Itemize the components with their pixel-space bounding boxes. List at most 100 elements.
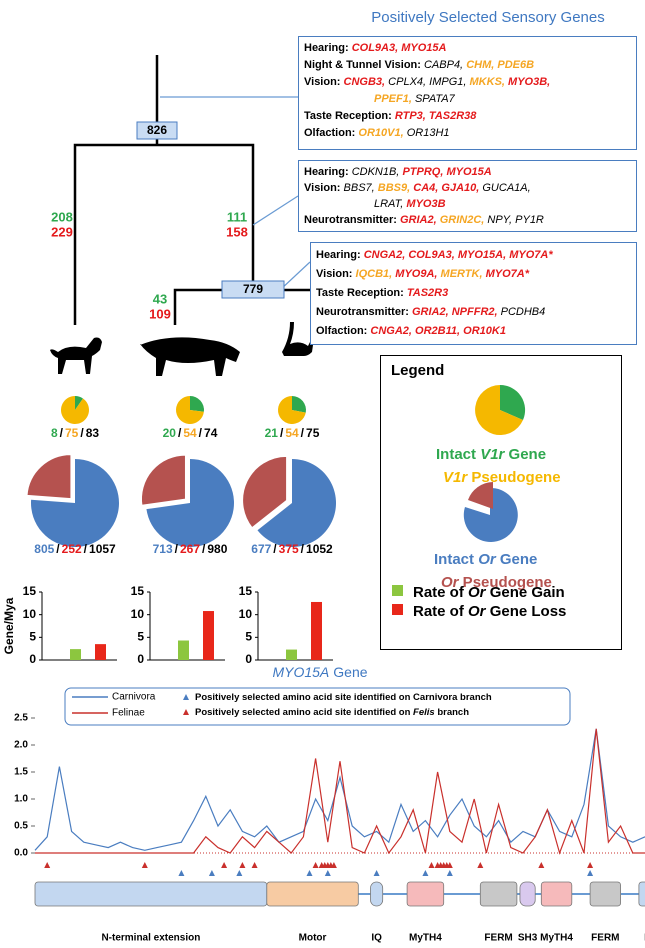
pie-slice bbox=[257, 459, 336, 547]
count: 677 bbox=[251, 542, 272, 556]
pie-slice bbox=[242, 455, 288, 529]
rate-bar bbox=[286, 649, 297, 660]
legend-text: Pseudogene bbox=[467, 469, 561, 486]
y-tick-label: 0 bbox=[137, 652, 144, 666]
category-label: Vision: bbox=[304, 76, 341, 88]
category-label: Hearing: bbox=[304, 166, 349, 178]
site-marker bbox=[422, 870, 429, 876]
site-marker bbox=[221, 862, 228, 868]
gene-name: NPFFR2, bbox=[451, 306, 498, 318]
gene-name: MYO3B bbox=[406, 198, 446, 210]
gene-name: GRIN2C, bbox=[439, 214, 485, 226]
gene-name: PCDHB4 bbox=[500, 306, 546, 318]
gene-name: TAS2R3 bbox=[406, 287, 449, 299]
gene-name: PDE6B bbox=[497, 59, 535, 71]
node-label: 826 bbox=[147, 123, 167, 137]
category-label: Vision: bbox=[316, 268, 353, 280]
category-label: Vision: bbox=[304, 182, 341, 194]
site-marker bbox=[239, 862, 246, 868]
pie-slice bbox=[146, 459, 234, 548]
gene-name: SPATA7 bbox=[414, 93, 455, 105]
domain-label: SH3 bbox=[518, 933, 538, 944]
title: Positively Selected Sensory Genes bbox=[371, 9, 604, 26]
series-line bbox=[35, 728, 645, 855]
gene-name: IMPG1, bbox=[429, 76, 467, 88]
count: 54 bbox=[183, 426, 197, 440]
site-marker bbox=[477, 862, 484, 868]
legend-marker bbox=[183, 709, 189, 715]
gene-name: MKKS, bbox=[469, 76, 505, 88]
gene-name: CA4, bbox=[413, 182, 439, 194]
gene-name: CNGA2, bbox=[370, 325, 412, 337]
count: 980 bbox=[207, 542, 228, 556]
gene-name: CHM, bbox=[466, 59, 495, 71]
gene-name: GRIA2, bbox=[399, 214, 437, 226]
legend-text: Or bbox=[468, 603, 486, 620]
gene-name: OR10K1 bbox=[463, 325, 506, 337]
gain-count: 111 bbox=[227, 209, 247, 224]
gene-name: PY1R bbox=[515, 214, 544, 226]
y-tick-label: 1.0 bbox=[14, 794, 28, 805]
gene-name: MYO15A bbox=[446, 166, 492, 178]
separator: / bbox=[177, 426, 182, 440]
loss-count: 109 bbox=[149, 306, 171, 321]
gene-name: OR10V1, bbox=[358, 127, 404, 139]
gene-name: PTPRQ, bbox=[402, 166, 444, 178]
legend-text: Intact bbox=[436, 446, 481, 463]
legend-text: Or bbox=[478, 551, 496, 568]
count: 252 bbox=[61, 542, 82, 556]
count: 805 bbox=[34, 542, 55, 556]
legend-label: Carnivora bbox=[112, 692, 156, 703]
gene-name: PPEF1, bbox=[374, 93, 412, 105]
site-marker bbox=[446, 870, 453, 876]
gene-line: Vision: IQCB1, MYO9A, MERTK, MYO7A* bbox=[316, 265, 631, 284]
count-label: 20/54/74 bbox=[162, 426, 219, 440]
gene-name: MYO9A, bbox=[395, 268, 438, 280]
count-label: 713/267/980 bbox=[152, 542, 229, 556]
site-marker bbox=[208, 870, 215, 876]
domain bbox=[266, 881, 359, 907]
pie-slice bbox=[140, 454, 186, 506]
legend-text: Gene Loss bbox=[485, 603, 567, 620]
separator: / bbox=[174, 542, 178, 556]
legend-label: Positively selected amino acid site iden… bbox=[195, 692, 492, 703]
domain bbox=[479, 881, 518, 907]
chart-title: MYO15A Gene bbox=[272, 664, 367, 680]
domain bbox=[638, 881, 645, 907]
gene-name: NPY, bbox=[487, 214, 513, 226]
gene-line: Taste Reception: RTP3, TAS2R38 bbox=[304, 108, 631, 125]
gene-name: RTP3, bbox=[394, 110, 426, 122]
node-box bbox=[136, 121, 178, 140]
pie-slice bbox=[277, 396, 306, 425]
site-marker bbox=[251, 862, 258, 868]
count-label: 8/75/83 bbox=[50, 426, 100, 440]
gene-line: Neurotransmitter: GRIA2, GRIN2C, NPY, PY… bbox=[304, 212, 631, 228]
chart-title-part: MYO15A bbox=[272, 664, 329, 680]
connectors bbox=[160, 96, 311, 291]
category-label: Hearing: bbox=[316, 249, 361, 261]
animal-icons bbox=[50, 322, 313, 376]
legend-text: Intact bbox=[434, 551, 479, 568]
site-marker bbox=[324, 870, 331, 876]
count: 267 bbox=[179, 542, 201, 556]
separator: / bbox=[56, 542, 60, 556]
domain-label: N-terminal extension bbox=[101, 933, 200, 944]
y-tick-label: 5 bbox=[245, 630, 252, 644]
pie-slice bbox=[61, 396, 90, 425]
gene-name: COL9A3, bbox=[408, 249, 455, 261]
gene-line: LRAT, MYO3B bbox=[304, 196, 631, 212]
gene-name: OR2B11, bbox=[415, 325, 461, 337]
separator: / bbox=[273, 542, 277, 556]
gene-line: Hearing: CDKN1B, PTPRQ, MYO15A bbox=[304, 164, 631, 180]
gene-line: Vision: CNGB3, CPLX4, IMPG1, MKKS, MYO3B… bbox=[304, 74, 631, 91]
count: 8 bbox=[50, 426, 58, 440]
gene-name: COL9A3, bbox=[351, 42, 399, 54]
count: 375 bbox=[278, 542, 299, 556]
legend-samples bbox=[392, 384, 526, 615]
separator: / bbox=[198, 426, 203, 440]
domain-label: FERM bbox=[591, 933, 619, 944]
gene-name: CNGB3, bbox=[343, 76, 386, 88]
y-tick-label: 2.0 bbox=[14, 740, 28, 751]
legend-text: Positively selected amino acid site iden… bbox=[195, 707, 413, 718]
gene-name: GUCA1A, bbox=[482, 182, 531, 194]
